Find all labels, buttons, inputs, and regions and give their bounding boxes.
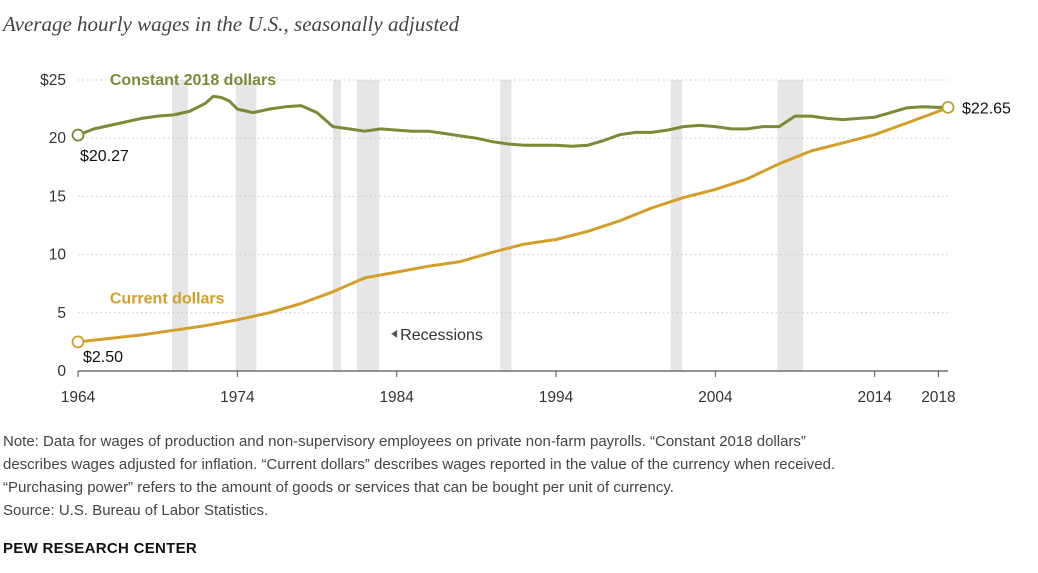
x-tick-label-2014: 2014 (857, 389, 892, 406)
recession-band-4 (500, 80, 512, 371)
y-tick-label-25: $25 (40, 72, 66, 89)
y-tick-label-10: 10 (49, 247, 67, 264)
start-label-current: $2.50 (83, 349, 123, 366)
recession-band-3 (356, 80, 380, 371)
note-line-1: Note: Data for wages of production and n… (3, 433, 806, 450)
recession-band-5 (670, 80, 682, 371)
series-line-1 (76, 105, 950, 344)
series (76, 94, 950, 344)
gridlines (78, 79, 948, 314)
y-tick-label-20: 20 (49, 130, 67, 147)
recessions-label: Recessions (400, 327, 483, 344)
start-marker-constant (71, 128, 85, 142)
y-tick-label-5: 5 (57, 305, 66, 322)
series-label-constant: Constant 2018 dollars (110, 72, 276, 89)
note-line-3: “Purchasing power” refers to the amount … (3, 479, 674, 496)
recession-bands (172, 80, 803, 371)
x-tick-label-2004: 2004 (698, 389, 733, 406)
series-label-current: Current dollars (110, 290, 225, 307)
start-marker-current (71, 335, 85, 349)
axes: 0 5 10 15 20 $25 1964 1974 1984 1994 2004 2014 2018 (40, 72, 956, 406)
y-tick-label-15: 15 (49, 188, 66, 205)
x-tick-label-2018: 2018 (921, 389, 955, 406)
labels: $20.27 $2.50 $22.65 Constant 2018 dollars Cu… (71, 72, 1011, 366)
y-tick-label-0: 0 (57, 363, 66, 380)
end-label-value: $22.65 (962, 100, 1011, 117)
recessions-pointer-icon (391, 329, 398, 338)
source-line: Source: U.S. Bureau of Labor Statistics. (3, 502, 269, 519)
recession-band-2 (332, 80, 341, 371)
series-line-0 (76, 94, 950, 148)
chart-notes: Note: Data for wages of production and n… (3, 430, 1033, 522)
recession-band-6 (777, 80, 803, 371)
start-label-constant: $20.27 (80, 148, 129, 165)
brand-logo-text: PEW RESEARCH CENTER (3, 540, 198, 557)
end-marker (941, 100, 955, 114)
x-tick-label-1964: 1964 (61, 389, 96, 406)
note-line-2: describes wages adjusted for inflation. … (3, 456, 836, 473)
x-tick-label-1994: 1994 (539, 389, 574, 406)
x-tick-label-1984: 1984 (379, 389, 414, 406)
x-tick-label-1974: 1974 (220, 389, 255, 406)
recession-band-0 (172, 80, 188, 371)
recession-band-1 (235, 80, 257, 371)
chart-title: Average hourly wages in the U.S., season… (3, 12, 460, 36)
